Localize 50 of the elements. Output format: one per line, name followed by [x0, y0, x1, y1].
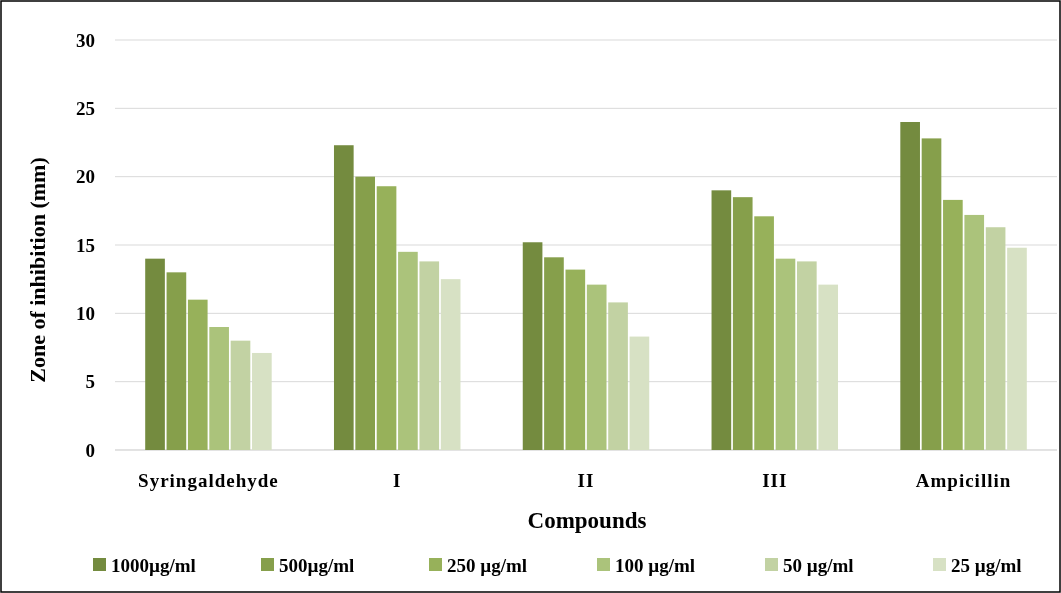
bar [145, 258, 165, 450]
y-tick-label: 5 [85, 371, 95, 393]
bar [398, 251, 418, 450]
legend-label: 250 µg/ml [447, 554, 528, 576]
y-axis-title: Zone of inhibition (mm) [25, 157, 50, 383]
bar [209, 327, 229, 450]
bar [419, 261, 440, 450]
x-tick-label: II [577, 470, 595, 491]
bar [440, 279, 461, 450]
y-tick-label: 15 [76, 234, 95, 256]
bar [797, 261, 817, 450]
bar [544, 257, 564, 450]
bar [376, 186, 397, 450]
legend-label: 100 µg/ml [615, 554, 696, 576]
x-tick-label: I [393, 470, 402, 491]
legend-label: 25 µg/ml [951, 554, 1022, 576]
x-axis-title: Compounds [527, 508, 647, 533]
x-tick-label: Syringaldehyde [138, 470, 279, 491]
bar [775, 258, 796, 450]
y-tick-label: 25 [76, 97, 95, 119]
legend-label: 50 µg/ml [783, 554, 854, 576]
bar [985, 227, 1006, 450]
bar [629, 336, 650, 450]
bar [252, 352, 272, 450]
bar [608, 302, 628, 450]
bar [166, 272, 187, 450]
bar [187, 299, 208, 450]
bar [754, 216, 774, 450]
bar [1007, 247, 1027, 450]
bar [565, 269, 586, 450]
bar [964, 214, 985, 450]
y-tick-label: 10 [76, 302, 95, 324]
bar [586, 284, 607, 450]
bar [355, 176, 375, 450]
y-tick-label: 20 [76, 166, 95, 188]
bar [732, 197, 753, 450]
bar [900, 122, 920, 450]
legend-label: 1000µg/ml [111, 554, 196, 576]
bar [943, 199, 963, 450]
bar [711, 190, 732, 450]
x-tick-label: III [762, 470, 788, 491]
x-tick-label: Ampicillin [915, 470, 1012, 491]
legend-label: 500µg/ml [279, 554, 355, 576]
bar [333, 145, 354, 450]
bar [921, 138, 942, 450]
y-tick-label: 30 [76, 29, 95, 51]
y-tick-label: 0 [85, 439, 95, 461]
bar [230, 340, 251, 450]
bar [522, 242, 543, 450]
bar [818, 284, 839, 450]
